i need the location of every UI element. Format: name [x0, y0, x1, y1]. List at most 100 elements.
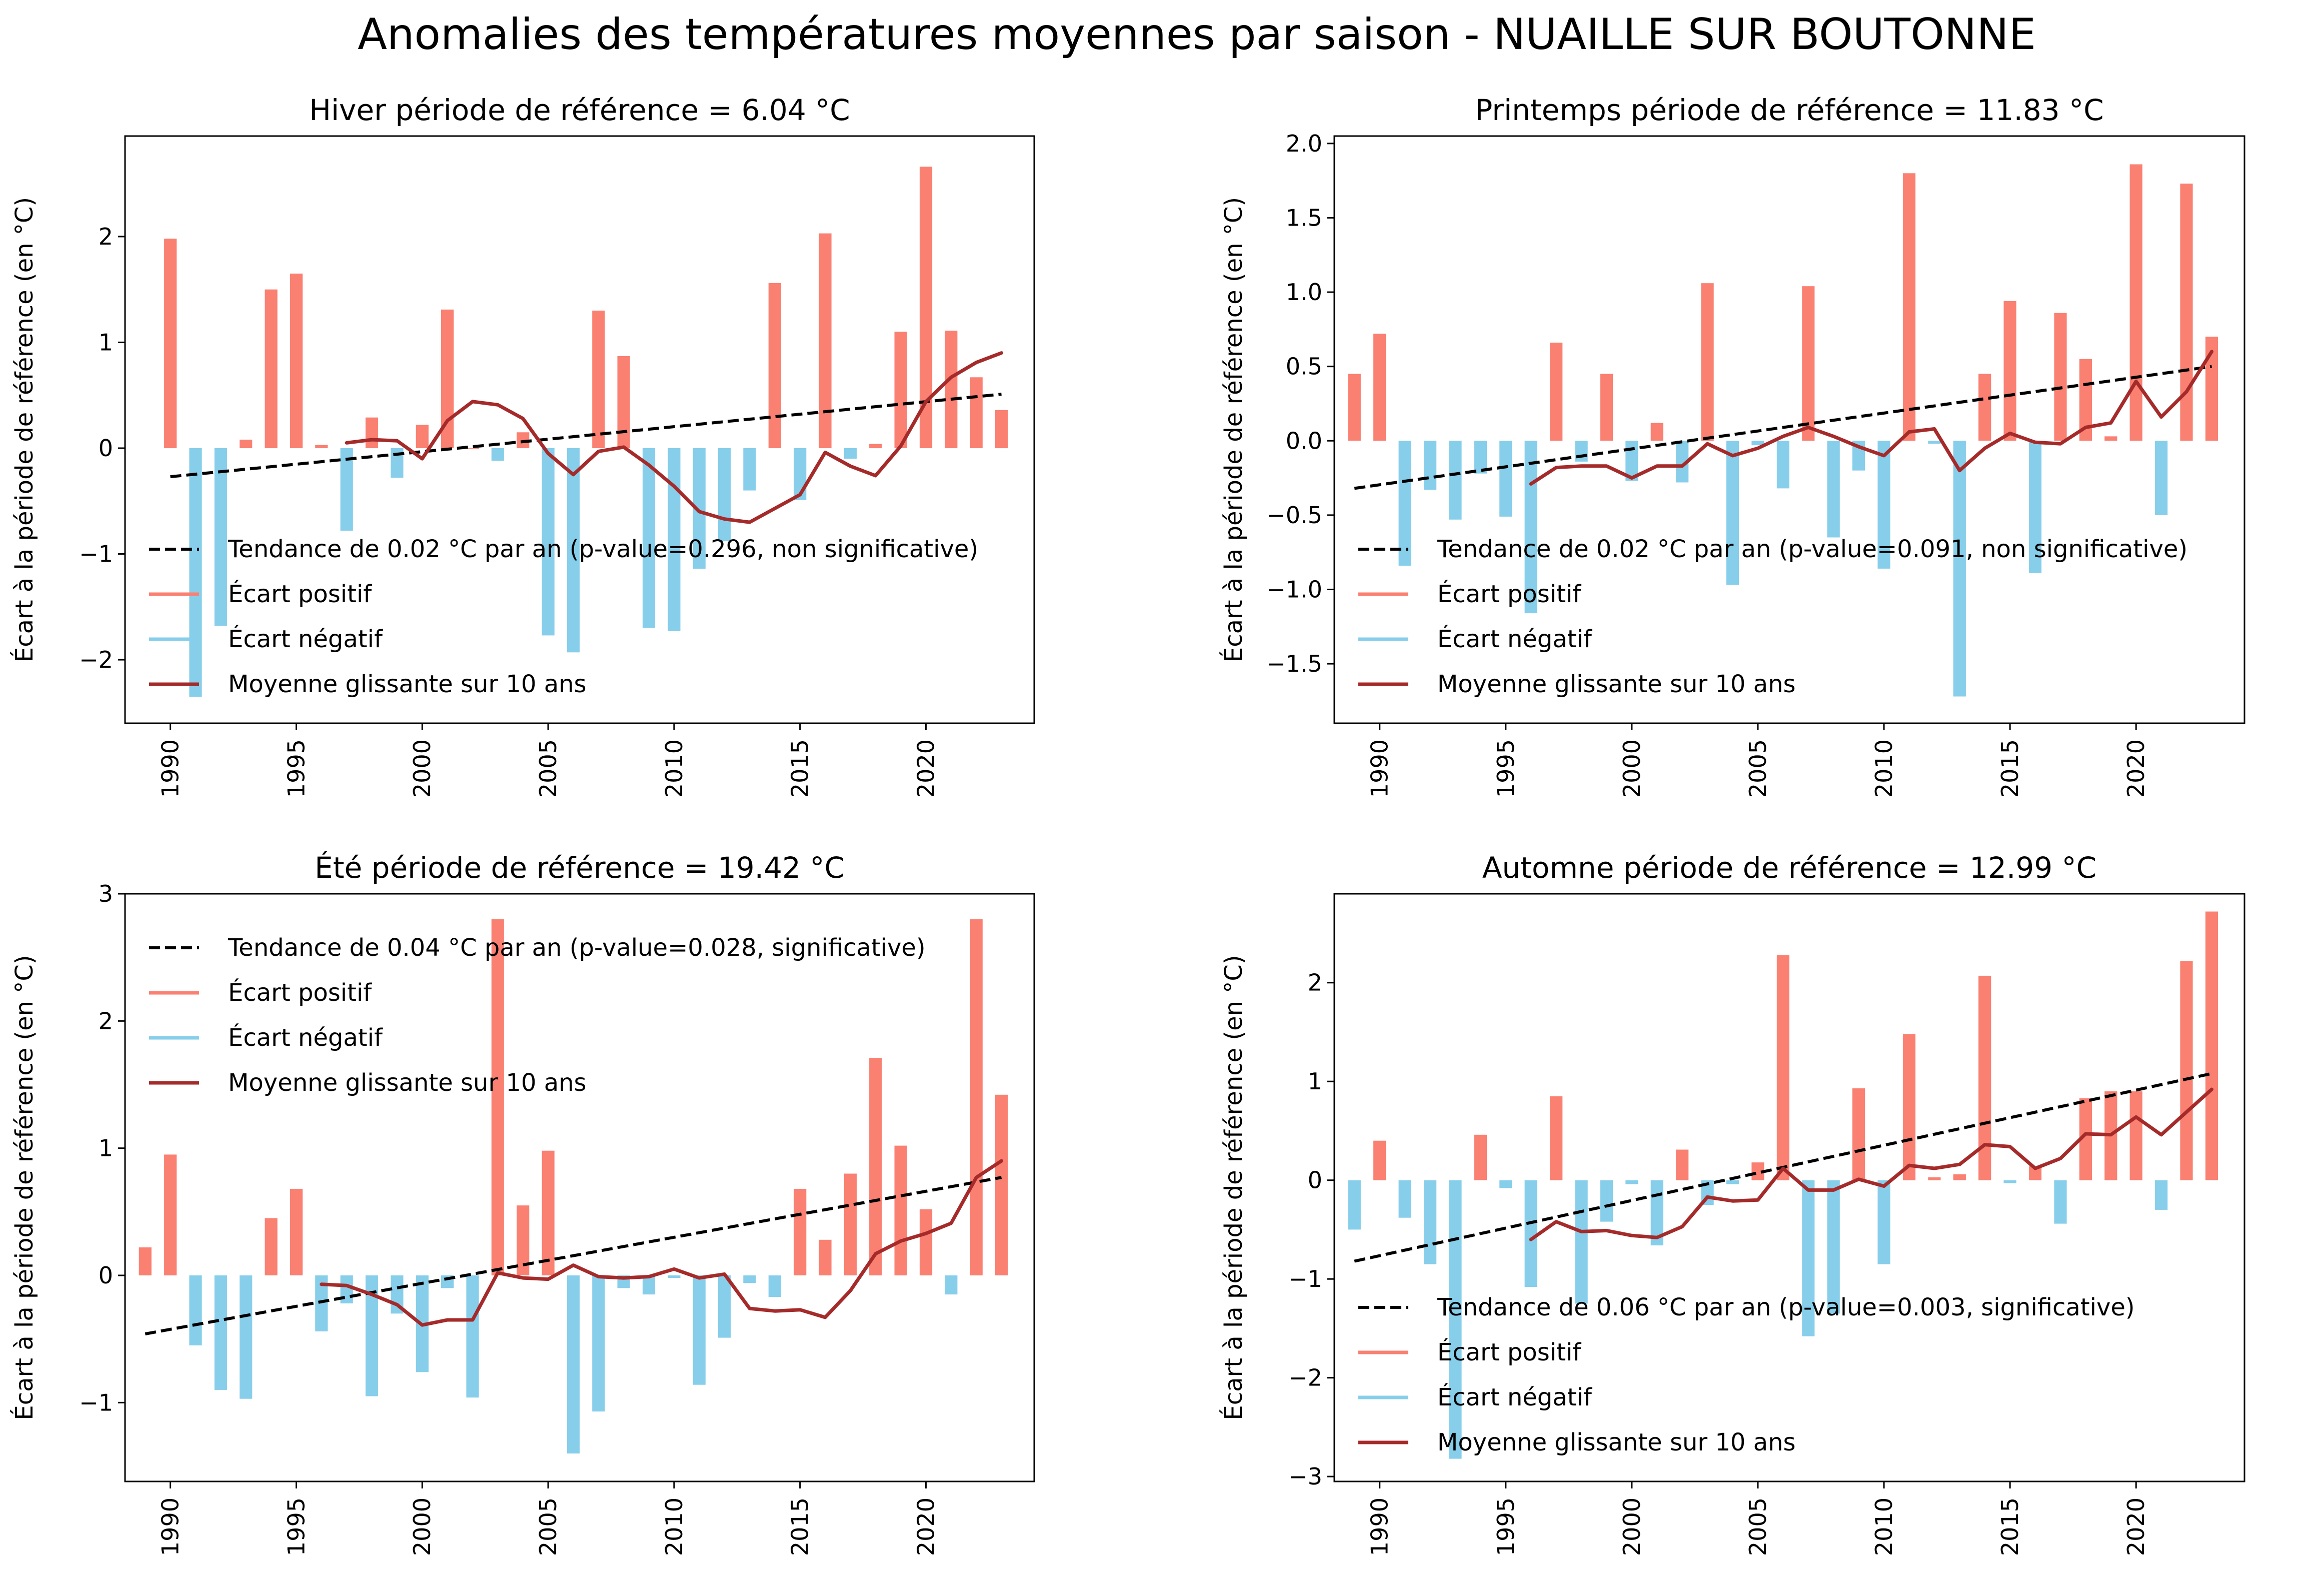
bar-negative [2003, 1180, 2016, 1183]
bar-positive [466, 448, 479, 449]
legend: Tendance de 0.06 °C par an (p-value=0.00… [1358, 1293, 2135, 1456]
subplot-title: Printemps période de référence = 11.83 °… [1475, 93, 2103, 127]
bar-negative [189, 448, 202, 697]
bar-positive [2180, 961, 2193, 1180]
rolling-mean-line [345, 351, 1003, 524]
y-tick-label: −3 [1288, 1463, 1322, 1490]
bar-positive [1902, 1034, 1916, 1180]
bar-positive [290, 274, 303, 448]
rolling-mean-line [1529, 350, 2213, 486]
bar-positive [1928, 1177, 1941, 1180]
x-tick-label: 2000 [1618, 739, 1645, 798]
bar-negative [189, 1275, 202, 1345]
bar-positive [844, 1173, 857, 1275]
legend-label: Moyenne glissante sur 10 ans [228, 670, 587, 698]
bar-positive [995, 1094, 1008, 1275]
bar-negative [718, 1275, 731, 1338]
bar-positive [1348, 374, 1361, 441]
bar-positive [2104, 436, 2117, 441]
bar-positive [2003, 301, 2016, 441]
bar-negative [1802, 1180, 1815, 1336]
legend-label: Tendance de 0.06 °C par an (p-value=0.00… [1437, 1293, 2135, 1321]
x-tick-label: 1990 [1366, 1497, 1393, 1556]
anomaly-bars [1348, 911, 2218, 1459]
bar-negative [668, 448, 681, 631]
legend-label: Écart négatif [1437, 625, 1592, 653]
bar-negative [466, 1275, 479, 1398]
legend-label: Tendance de 0.02 °C par an (p-value=0.29… [228, 535, 978, 563]
x-tick-label: 1990 [157, 1497, 184, 1556]
y-tick-label: −2 [1288, 1364, 1322, 1391]
x-tick-label: 1995 [283, 739, 310, 798]
y-axis-label: Écart à la période de référence (en °C) [10, 197, 39, 662]
rolling-mean-line [1529, 1087, 2213, 1241]
bar-negative [2028, 441, 2042, 573]
bar-positive [542, 1150, 555, 1275]
x-tick-label: 2015 [1996, 739, 2023, 798]
y-tick-label: −1.5 [1266, 650, 1322, 677]
bar-positive [869, 1058, 882, 1275]
bar-negative [1625, 1180, 1638, 1184]
bar-positive [794, 1189, 807, 1275]
bar-positive [1701, 283, 1714, 441]
bar-negative [1776, 441, 1789, 489]
bar-positive [1373, 334, 1386, 441]
legend-label: Écart positif [228, 580, 372, 608]
y-tick-label: 2 [99, 223, 113, 250]
bar-negative [1600, 1180, 1613, 1222]
bar-positive [1852, 1088, 1865, 1180]
bar-negative [2054, 1180, 2067, 1224]
x-tick-label: 1990 [1366, 739, 1393, 798]
bar-negative [567, 448, 580, 653]
y-tick-label: 1 [99, 1135, 113, 1162]
bar-positive [1550, 1096, 1563, 1180]
anomaly-bars [139, 919, 1008, 1454]
bar-positive [617, 356, 630, 448]
bar-positive [995, 410, 1008, 449]
bar-positive [945, 331, 958, 448]
bar-positive [2129, 164, 2142, 441]
bar-positive [365, 417, 379, 448]
bar-positive [164, 1154, 177, 1275]
bar-negative [1524, 1180, 1537, 1287]
bar-positive [894, 332, 907, 448]
bar-positive [592, 311, 605, 448]
bar-positive [2180, 184, 2193, 441]
figure-title: Anomalies des températures moyennes par … [358, 10, 2036, 60]
x-tick-label: 1995 [1492, 1497, 1519, 1556]
bar-negative [1499, 441, 1512, 517]
y-tick-label: 0 [99, 435, 113, 462]
bar-positive [970, 919, 983, 1275]
x-tick-label: 1995 [1492, 739, 1519, 798]
y-tick-label: 2 [99, 1007, 113, 1034]
bar-negative [542, 448, 555, 636]
trend-line [170, 393, 1002, 479]
rolling-mean-line [320, 1159, 1003, 1327]
axes-frame [124, 135, 1035, 724]
legend-label: Écart négatif [1437, 1383, 1592, 1411]
bar-negative [1424, 1180, 1437, 1264]
x-tick-label: 2000 [409, 739, 436, 798]
x-tick-label: 2020 [912, 1497, 939, 1556]
y-tick-label: 1 [99, 329, 113, 356]
bar-negative [1877, 441, 1890, 569]
bar-negative [1474, 441, 1487, 474]
bar-negative [1877, 1180, 1890, 1264]
chart-panel: 1990 1995 2000 2005 2010 2015 2020 −1.5 −1.0 −0.5… [1219, 93, 2245, 798]
y-axis-label: Écart à la période de référence (en °C) [1219, 955, 1248, 1420]
legend: Tendance de 0.02 °C par an (p-value=0.09… [1358, 535, 2187, 698]
bar-negative [743, 448, 756, 491]
bar-negative [945, 1275, 958, 1295]
bar-positive [265, 1218, 278, 1275]
bar-positive [240, 440, 253, 448]
legend-label: Écart positif [228, 978, 372, 1007]
bar-negative [491, 448, 504, 461]
x-tick-label: 2010 [661, 739, 688, 798]
legend: Tendance de 0.02 °C par an (p-value=0.29… [149, 535, 978, 698]
x-tick-label: 2010 [1870, 1497, 1897, 1556]
bar-negative [693, 1275, 706, 1385]
chart-panel: 1990 1995 2000 2005 2010 2015 2020 −1 0 1 2 3 Été pé… [10, 850, 1035, 1556]
bar-negative [1398, 1180, 1411, 1218]
y-axis-label: Écart à la période de référence (en °C) [10, 955, 39, 1420]
